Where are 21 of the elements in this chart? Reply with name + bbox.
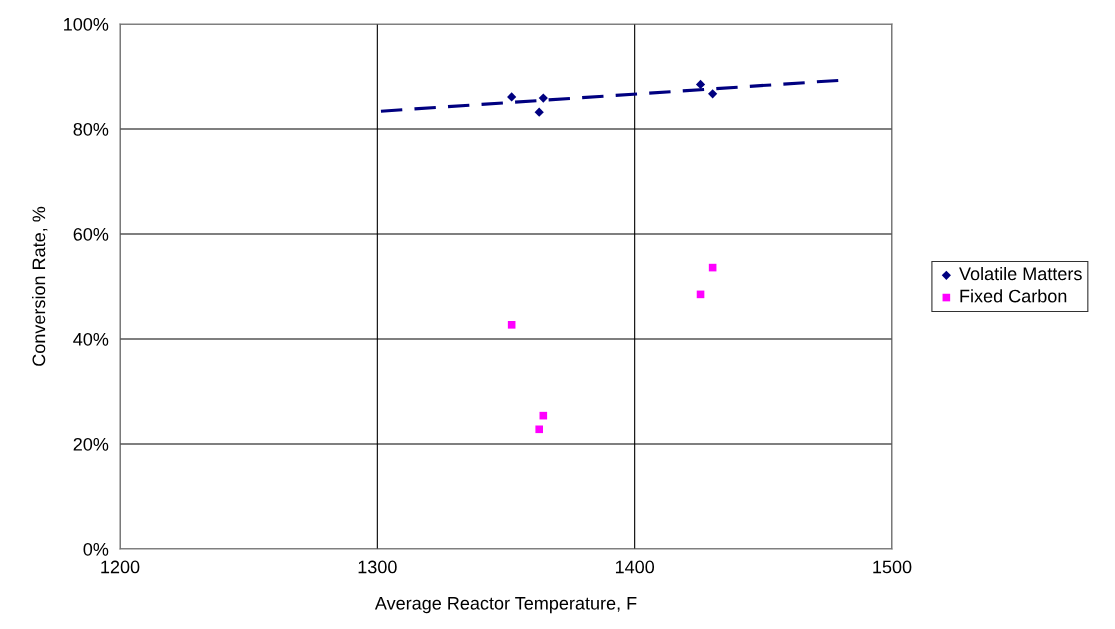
legend-label: Volatile Matters	[959, 266, 1082, 281]
point	[538, 93, 548, 103]
point	[507, 92, 517, 102]
x-tick-label: 1500	[873, 560, 912, 574]
point	[695, 79, 706, 89]
y-axis-title: Conversion Rate, %	[31, 206, 48, 366]
y-tick-label: 80%	[73, 122, 109, 136]
point	[535, 425, 543, 434]
x-tick-label: 1300	[358, 560, 397, 574]
point	[507, 321, 516, 329]
x-tick-label: 1200	[101, 560, 140, 574]
point	[708, 89, 718, 99]
x-tick-label: 1400	[615, 560, 655, 574]
y-tick-label: 100%	[64, 17, 109, 31]
legend-label: Fixed Carbon	[960, 289, 1067, 303]
y-tick-label: 20%	[73, 437, 109, 451]
y-tick-label: 0%	[83, 542, 109, 556]
y-tick-label: 60%	[73, 227, 109, 241]
point	[534, 107, 544, 117]
y-tick-label: 40%	[73, 332, 109, 346]
x-axis-title: Average Reactor Temperature, F	[374, 597, 637, 614]
